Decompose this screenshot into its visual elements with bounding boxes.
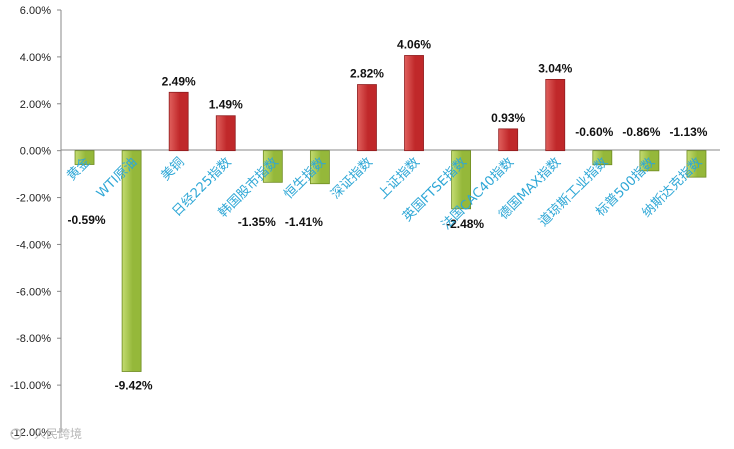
bar [498,128,519,152]
bars [74,55,707,372]
data-label: 4.06% [397,37,431,51]
data-label: -1.13% [669,125,707,139]
y-tick-label: 0.00% [20,146,51,158]
bar [404,55,424,152]
category-label: 美铜 [159,155,188,184]
data-label: 2.49% [162,74,196,88]
data-label: 2.82% [350,67,384,81]
watermark-text: 人民跨境 [34,426,82,441]
data-labels: -0.59% -9.42% 2.49% 1.49% -1.35% -1.41% 2.82% 4… [68,37,708,392]
bar [545,78,566,152]
data-label: 0.93% [491,111,525,125]
y-tick-label: -6.00% [16,286,51,298]
data-label: 1.49% [209,98,243,112]
category-label: 深证指数 [328,155,375,202]
category-label: 上证指数 [375,155,422,202]
y-tick-label: 2.00% [20,99,51,111]
y-tick-label: -10.00% [10,380,51,392]
bar [639,150,660,172]
data-label: 3.04% [538,61,572,75]
bar [168,91,189,152]
data-label: -0.59% [68,213,106,227]
y-tick-label: -2.00% [16,193,51,205]
data-label: -1.35% [238,215,276,229]
bar [215,115,236,152]
bar [451,150,472,210]
data-label: -0.60% [575,125,613,139]
bar [121,150,142,372]
y-axis-ticks: 6.00% 4.00% 2.00% 0.00% -2.00% -4.00% -6.00% -8… [10,5,61,439]
y-tick-label: -8.00% [16,333,51,345]
data-label: -9.42% [115,379,153,393]
watermark-logo-icon [10,428,22,440]
data-label: -1.41% [285,215,323,229]
bar [262,150,283,183]
y-tick-label: 6.00% [20,5,51,17]
data-label: -0.86% [622,125,660,139]
watermark: 人民跨境 [10,426,82,441]
y-tick-label: 4.00% [20,52,51,64]
bar [592,150,613,166]
bar [686,150,707,178]
y-tick-label: -4.00% [16,239,51,251]
data-label: -2.48% [446,217,484,231]
bar [74,150,95,165]
bar [357,84,377,152]
bar [309,150,330,185]
